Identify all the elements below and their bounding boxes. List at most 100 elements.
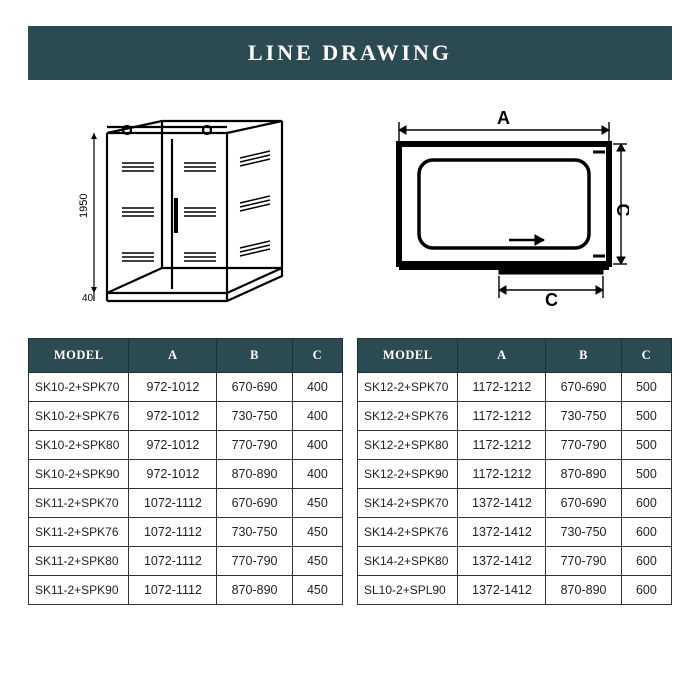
cell-b: 770-790 bbox=[546, 547, 621, 576]
cell-model: SK12-2+SPK76 bbox=[358, 402, 458, 431]
table-row: SK10-2+SPK70972-1012670-690400 bbox=[29, 373, 343, 402]
table-row: SK12-2+SPK761172-1212730-750500 bbox=[358, 402, 672, 431]
cell-c: 450 bbox=[292, 518, 342, 547]
table-row: SK14-2+SPK801372-1412770-790600 bbox=[358, 547, 672, 576]
dim-c-bottom-label: C bbox=[545, 290, 558, 308]
table-row: SK11-2+SPK901072-1112870-890450 bbox=[29, 576, 343, 605]
cell-a: 1072-1112 bbox=[129, 547, 217, 576]
spec-table-right: MODEL A B C SK12-2+SPK701172-1212670-690… bbox=[357, 338, 672, 605]
th-c: C bbox=[621, 339, 671, 373]
cell-model: SK11-2+SPK80 bbox=[29, 547, 129, 576]
table-row: SK10-2+SPK76972-1012730-750400 bbox=[29, 402, 343, 431]
diagrams-row: 1950 40 bbox=[28, 80, 672, 330]
table-row: SK14-2+SPK761372-1412730-750600 bbox=[358, 518, 672, 547]
table-row: SK12-2+SPK801172-1212770-790500 bbox=[358, 431, 672, 460]
cell-b: 770-790 bbox=[217, 431, 292, 460]
table-row: SK11-2+SPK701072-1112670-690450 bbox=[29, 489, 343, 518]
cell-c: 600 bbox=[621, 547, 671, 576]
cell-a: 972-1012 bbox=[129, 431, 217, 460]
cell-a: 1072-1112 bbox=[129, 489, 217, 518]
cell-model: SK14-2+SPK80 bbox=[358, 547, 458, 576]
cell-b: 730-750 bbox=[217, 402, 292, 431]
cell-c: 500 bbox=[621, 431, 671, 460]
th-b: B bbox=[546, 339, 621, 373]
spec-table-left: MODEL A B C SK10-2+SPK70972-1012670-6904… bbox=[28, 338, 343, 605]
cell-b: 870-890 bbox=[217, 576, 292, 605]
cell-a: 972-1012 bbox=[129, 373, 217, 402]
cell-b: 670-690 bbox=[546, 373, 621, 402]
cell-b: 730-750 bbox=[546, 402, 621, 431]
th-a: A bbox=[458, 339, 546, 373]
cell-b: 730-750 bbox=[217, 518, 292, 547]
th-model: MODEL bbox=[29, 339, 129, 373]
table-row: SK11-2+SPK801072-1112770-790450 bbox=[29, 547, 343, 576]
cell-model: SK10-2+SPK70 bbox=[29, 373, 129, 402]
cell-model: SK10-2+SPK80 bbox=[29, 431, 129, 460]
cell-a: 1372-1412 bbox=[458, 576, 546, 605]
enclosure-3d-diagram: 1950 40 bbox=[72, 103, 302, 318]
cell-c: 600 bbox=[621, 518, 671, 547]
cell-c: 400 bbox=[292, 460, 342, 489]
cell-a: 1372-1412 bbox=[458, 489, 546, 518]
height-label: 1950 bbox=[78, 193, 90, 217]
table-row: SL10-2+SPL901372-1412870-890600 bbox=[358, 576, 672, 605]
cell-b: 670-690 bbox=[217, 489, 292, 518]
cell-b: 770-790 bbox=[217, 547, 292, 576]
cell-c: 500 bbox=[621, 402, 671, 431]
cell-b: 770-790 bbox=[546, 431, 621, 460]
tables-row: MODEL A B C SK10-2+SPK70972-1012670-6904… bbox=[28, 330, 672, 605]
cell-b: 870-890 bbox=[217, 460, 292, 489]
cell-a: 972-1012 bbox=[129, 460, 217, 489]
dim-c-right-label: C bbox=[613, 203, 629, 216]
cell-c: 600 bbox=[621, 489, 671, 518]
base-label: 40 bbox=[82, 293, 94, 304]
cell-c: 400 bbox=[292, 402, 342, 431]
cell-b: 730-750 bbox=[546, 518, 621, 547]
cell-model: SK12-2+SPK80 bbox=[358, 431, 458, 460]
cell-c: 450 bbox=[292, 489, 342, 518]
cell-a: 1172-1212 bbox=[458, 460, 546, 489]
th-a: A bbox=[129, 339, 217, 373]
cell-c: 400 bbox=[292, 373, 342, 402]
cell-model: SK10-2+SPK76 bbox=[29, 402, 129, 431]
cell-a: 1172-1212 bbox=[458, 431, 546, 460]
cell-model: SK12-2+SPK90 bbox=[358, 460, 458, 489]
cell-model: SK11-2+SPK76 bbox=[29, 518, 129, 547]
cell-a: 1172-1212 bbox=[458, 402, 546, 431]
cell-a: 1072-1112 bbox=[129, 518, 217, 547]
table-row: SK12-2+SPK901172-1212870-890500 bbox=[358, 460, 672, 489]
cell-model: SK11-2+SPK90 bbox=[29, 576, 129, 605]
cell-model: SK14-2+SPK76 bbox=[358, 518, 458, 547]
plan-view-diagram: A C C bbox=[369, 108, 629, 313]
cell-model: SK12-2+SPK70 bbox=[358, 373, 458, 402]
cell-a: 972-1012 bbox=[129, 402, 217, 431]
cell-c: 500 bbox=[621, 460, 671, 489]
cell-a: 1372-1412 bbox=[458, 518, 546, 547]
cell-model: SK11-2+SPK70 bbox=[29, 489, 129, 518]
title-bar: LINE DRAWING bbox=[28, 26, 672, 80]
cell-b: 670-690 bbox=[217, 373, 292, 402]
cell-a: 1072-1112 bbox=[129, 576, 217, 605]
cell-b: 870-890 bbox=[546, 460, 621, 489]
cell-c: 450 bbox=[292, 547, 342, 576]
cell-c: 500 bbox=[621, 373, 671, 402]
table-row: SK12-2+SPK701172-1212670-690500 bbox=[358, 373, 672, 402]
cell-c: 600 bbox=[621, 576, 671, 605]
th-c: C bbox=[292, 339, 342, 373]
table-row: SK10-2+SPK80972-1012770-790400 bbox=[29, 431, 343, 460]
table-row: SK14-2+SPK701372-1412670-690600 bbox=[358, 489, 672, 518]
cell-a: 1372-1412 bbox=[458, 547, 546, 576]
cell-c: 400 bbox=[292, 431, 342, 460]
table-row: SK10-2+SPK90972-1012870-890400 bbox=[29, 460, 343, 489]
dim-a-label: A bbox=[497, 108, 510, 128]
cell-c: 450 bbox=[292, 576, 342, 605]
cell-model: SK10-2+SPK90 bbox=[29, 460, 129, 489]
cell-a: 1172-1212 bbox=[458, 373, 546, 402]
th-model: MODEL bbox=[358, 339, 458, 373]
cell-b: 670-690 bbox=[546, 489, 621, 518]
table-row: SK11-2+SPK761072-1112730-750450 bbox=[29, 518, 343, 547]
cell-model: SL10-2+SPL90 bbox=[358, 576, 458, 605]
th-b: B bbox=[217, 339, 292, 373]
cell-model: SK14-2+SPK70 bbox=[358, 489, 458, 518]
cell-b: 870-890 bbox=[546, 576, 621, 605]
